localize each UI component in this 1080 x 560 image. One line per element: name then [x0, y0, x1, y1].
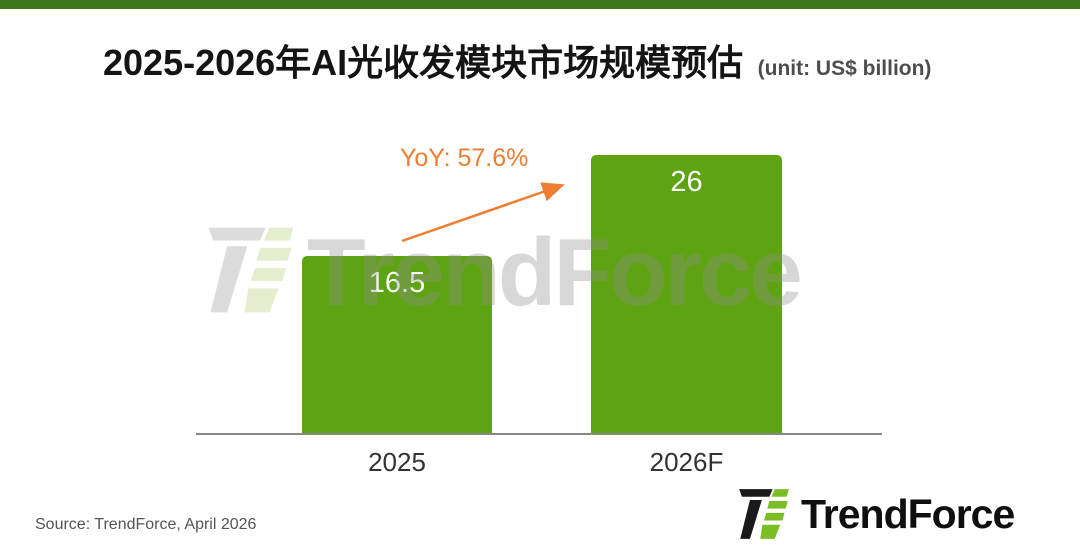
source-note: Source: TrendForce, April 2026	[35, 516, 257, 533]
page-title: 2025-2026年AI光收发模块市场规模预估	[103, 42, 744, 83]
bar-chart: 16.5 26	[196, 120, 882, 435]
trendforce-logo-icon	[739, 489, 789, 539]
top-accent-strip	[0, 0, 1080, 9]
chart-header: 2025-2026年AI光收发模块市场规模预估 (unit: US$ billi…	[103, 34, 931, 86]
yoy-annotation: YoY: 57.6%	[400, 144, 529, 172]
x-axis-label-2026f: 2026F	[649, 447, 724, 477]
bar-value-label: 26	[670, 166, 703, 198]
bar-2026f: 26	[591, 155, 782, 433]
bar-value-label: 16.5	[368, 267, 426, 299]
x-axis-label-2025: 2025	[368, 447, 426, 477]
brand-logo: TrendForce	[737, 487, 1015, 541]
bar-2025: 16.5	[302, 256, 492, 433]
brand-name: TrendForce	[801, 490, 1015, 537]
unit-label: (unit: US$ billion)	[757, 57, 932, 80]
